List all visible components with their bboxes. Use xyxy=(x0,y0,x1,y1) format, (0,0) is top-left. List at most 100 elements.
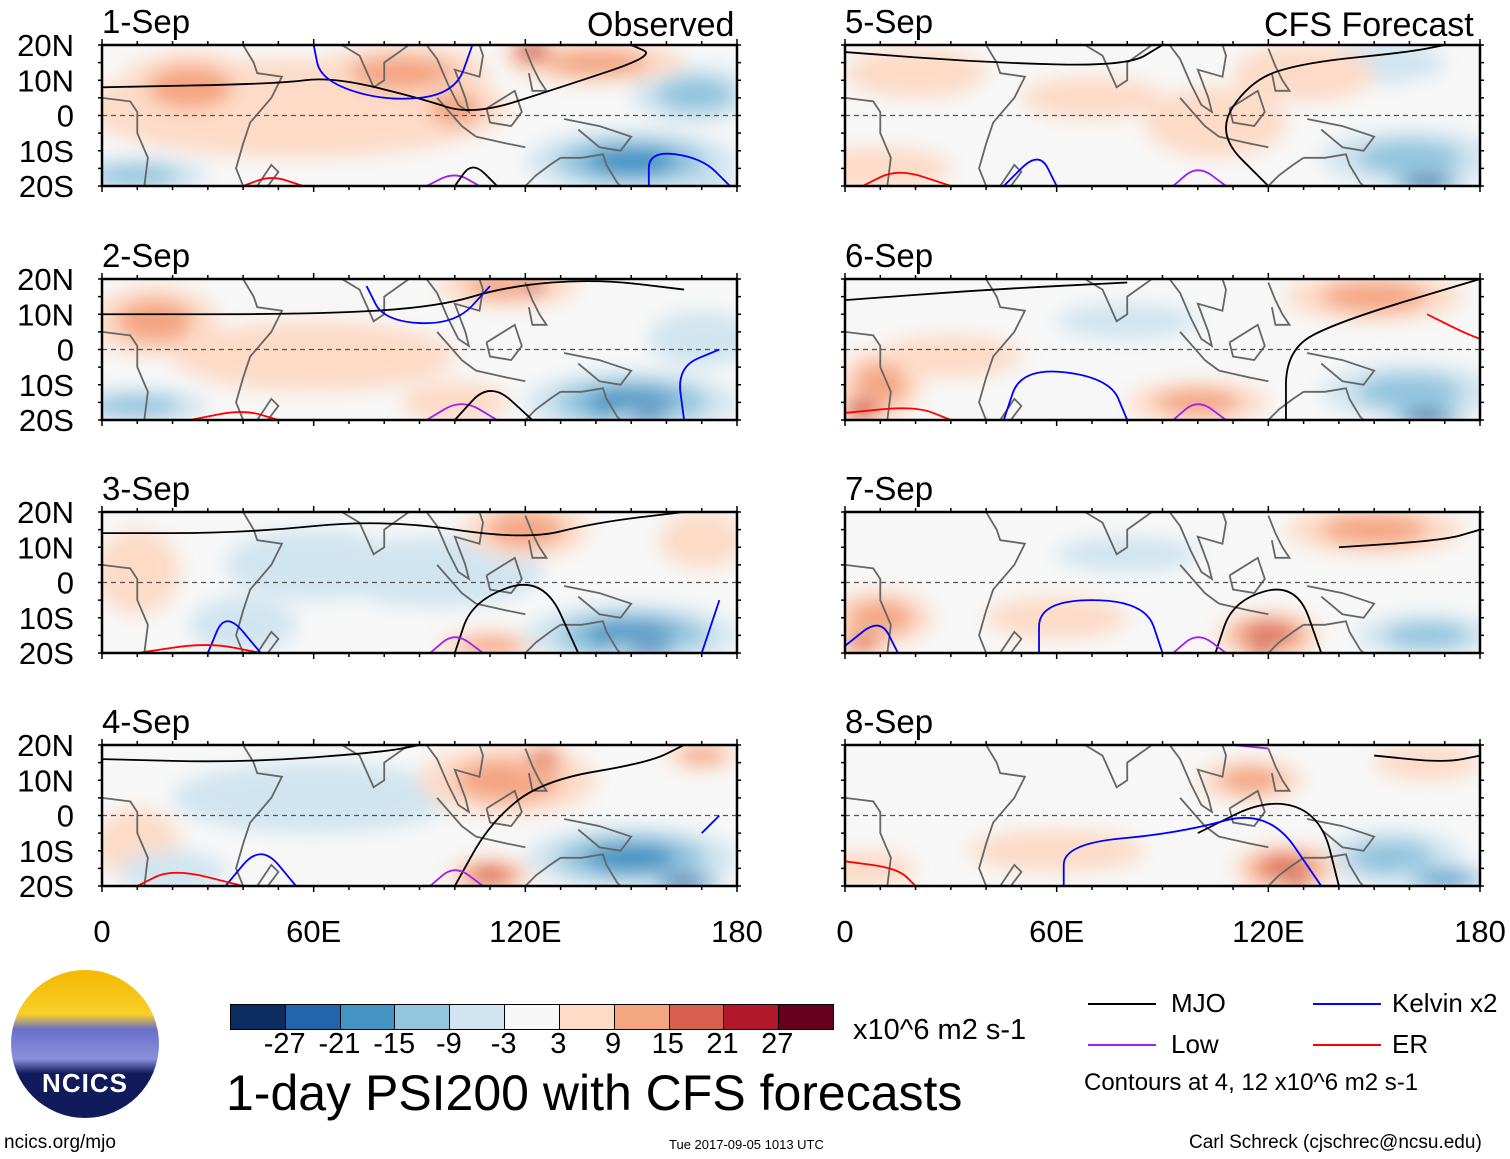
coastline xyxy=(563,818,633,852)
coastline xyxy=(256,397,280,420)
coastline xyxy=(1267,624,1305,653)
coastline xyxy=(235,279,284,420)
colorbar-swatch xyxy=(505,1005,560,1029)
colorbar xyxy=(230,1004,834,1030)
y-tick-label: 20S xyxy=(19,403,74,438)
coastline xyxy=(436,564,477,605)
coastline xyxy=(475,135,526,149)
colorbar-swatch xyxy=(285,1005,341,1029)
y-tick-label: 10N xyxy=(17,63,74,98)
anomaly-blob xyxy=(1321,514,1428,545)
legend-line-kelvin xyxy=(1313,1003,1381,1005)
anomaly-blob xyxy=(850,636,875,649)
anomaly-blob xyxy=(1415,413,1439,420)
y-tick-label: 10N xyxy=(17,530,74,565)
coastline xyxy=(235,45,284,186)
forecast-label: CFS Forecast xyxy=(1264,6,1474,44)
coastline xyxy=(978,745,1027,886)
anomaly-blob xyxy=(348,56,455,91)
coastline xyxy=(1168,45,1227,115)
y-tick-label: 20N xyxy=(17,495,74,530)
contour-mjo xyxy=(102,45,647,111)
legend-label-mjo: MJO xyxy=(1171,988,1226,1018)
coastline xyxy=(485,89,523,128)
anomaly-blob xyxy=(147,66,233,109)
coastline xyxy=(485,789,523,828)
anomaly-blob xyxy=(680,747,723,765)
anomaly-blob xyxy=(1374,745,1480,781)
contour-mjo xyxy=(102,745,420,763)
coastline xyxy=(1218,835,1269,849)
y-tick-label: 20N xyxy=(17,728,74,763)
anomaly-blob xyxy=(1155,389,1241,416)
contour-kelvin xyxy=(207,620,262,653)
anomaly-blob xyxy=(530,753,556,766)
contour-mjo xyxy=(1285,279,1480,420)
colorbar-swatch xyxy=(779,1005,833,1029)
coastline xyxy=(425,45,484,115)
anomaly-blob xyxy=(1321,281,1428,312)
legend-line-er xyxy=(1313,1044,1381,1046)
coastline xyxy=(1168,512,1227,582)
y-tick-label: 0 xyxy=(57,566,74,601)
colorbar-swatch xyxy=(669,1005,725,1029)
coastline xyxy=(256,630,280,653)
coastline xyxy=(485,323,523,362)
contour-er xyxy=(1426,313,1480,340)
anomaly-blob xyxy=(487,512,564,547)
anomaly-blob xyxy=(102,529,180,615)
site-link[interactable]: ncics.org/mjo xyxy=(4,1132,116,1153)
coastline xyxy=(102,330,149,420)
anomaly-blob xyxy=(648,310,737,368)
colorbar-tick-label: -3 xyxy=(490,1028,517,1060)
contour-mjo xyxy=(1225,45,1445,186)
anomaly-blob xyxy=(845,850,916,886)
y-tick-label: 10S xyxy=(19,368,74,403)
legend-line-low xyxy=(1088,1044,1156,1046)
coastline xyxy=(1179,331,1220,372)
legend-label-low: Low xyxy=(1171,1029,1219,1059)
coastline xyxy=(1306,818,1376,852)
colorbar-swatch xyxy=(395,1005,451,1029)
contour-kelvin xyxy=(1002,370,1129,420)
coastline xyxy=(563,585,633,619)
colorbar-swatch xyxy=(614,1005,670,1029)
contour-mjo xyxy=(845,45,1163,66)
coastline xyxy=(1168,279,1227,349)
coastline xyxy=(436,331,477,372)
author-credit: Carl Schreck (cjschrec@ncsu.edu) xyxy=(1189,1132,1482,1153)
contour-mjo xyxy=(453,745,685,886)
anomaly-blob xyxy=(1289,878,1304,886)
anomaly-blob xyxy=(848,600,913,635)
y-tick-label: 20N xyxy=(17,28,74,63)
anomaly-blob xyxy=(585,844,677,872)
panel-date: 1-Sep xyxy=(102,3,190,40)
panel-date: 5-Sep xyxy=(845,3,933,40)
contour-kelvin xyxy=(679,348,720,420)
x-tick-label: 120E xyxy=(489,914,561,949)
anomaly-blob xyxy=(172,762,455,834)
coastline xyxy=(1168,745,1227,815)
map-panels: 1-Sep20N10N010S20S2-Sep20N10N010S20S3-Se… xyxy=(17,3,1506,949)
y-tick-label: 20S xyxy=(19,636,74,671)
anomaly-blob xyxy=(585,147,677,175)
contour-mjo xyxy=(845,281,1128,302)
coastline xyxy=(524,624,562,653)
coastline xyxy=(524,157,562,186)
contour-kelvin xyxy=(1038,599,1164,653)
contour-kelvin xyxy=(1003,158,1058,186)
contour-kelvin xyxy=(701,814,720,834)
x-tick-label: 60E xyxy=(1029,914,1084,949)
contour-mjo xyxy=(454,390,533,420)
anomaly-blob xyxy=(458,637,522,653)
colorbar-swatch xyxy=(559,1005,615,1029)
colorbar-tick-label: 15 xyxy=(651,1028,684,1060)
coastline xyxy=(1267,748,1292,792)
colorbar-tick-label: -9 xyxy=(436,1028,462,1060)
coastline xyxy=(978,279,1027,420)
coastline xyxy=(1084,745,1153,789)
coastline xyxy=(524,515,549,559)
anomaly-blob xyxy=(968,829,1145,872)
